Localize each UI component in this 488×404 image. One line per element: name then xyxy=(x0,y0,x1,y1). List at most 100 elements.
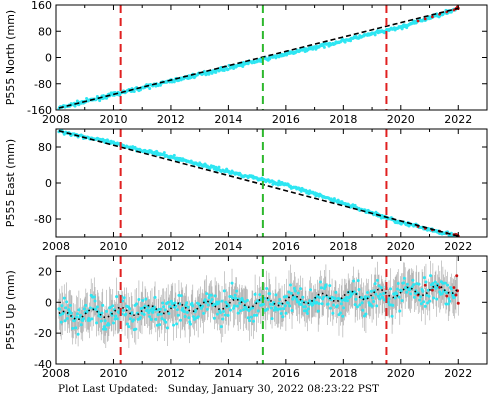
data-point xyxy=(108,305,112,309)
x-tick-label: 2016 xyxy=(272,113,300,126)
data-point xyxy=(435,297,439,301)
data-point xyxy=(441,281,445,285)
data-point xyxy=(191,304,195,308)
data-point xyxy=(395,287,399,291)
y-tick-label: -40 xyxy=(34,358,52,371)
data-point xyxy=(248,319,252,323)
data-point xyxy=(306,307,310,311)
data-point xyxy=(213,294,217,298)
data-point xyxy=(162,305,166,309)
data-point xyxy=(252,313,256,317)
data-point xyxy=(382,292,386,296)
data-point xyxy=(426,288,430,292)
plot-area xyxy=(57,5,460,110)
data-point xyxy=(173,301,177,305)
data-point xyxy=(449,287,453,291)
data-point xyxy=(88,318,92,322)
data-point xyxy=(322,45,326,49)
data-point xyxy=(143,304,147,308)
data-point xyxy=(358,303,362,307)
y-tick-label: 0 xyxy=(45,52,52,65)
data-point xyxy=(434,286,438,290)
data-point xyxy=(171,302,175,306)
data-point xyxy=(135,302,139,306)
data-point xyxy=(333,296,337,300)
data-point xyxy=(262,302,266,306)
data-point xyxy=(364,312,368,316)
data-point xyxy=(175,308,179,312)
data-point xyxy=(284,311,288,315)
data-point xyxy=(161,301,165,305)
data-point xyxy=(438,290,442,294)
recent-point xyxy=(423,17,427,21)
y-tick-label: 80 xyxy=(38,141,52,154)
y-tick-label: -160 xyxy=(27,104,52,117)
data-point xyxy=(419,295,423,299)
data-point xyxy=(353,303,357,307)
data-point xyxy=(258,293,262,297)
data-point xyxy=(232,306,236,310)
data-point xyxy=(221,317,225,321)
data-point xyxy=(283,304,287,308)
data-point xyxy=(285,295,289,299)
y-tick-label: 20 xyxy=(38,265,52,278)
data-point xyxy=(152,308,156,312)
data-point xyxy=(319,286,323,290)
data-point xyxy=(124,312,128,316)
data-point xyxy=(230,281,234,285)
data-point xyxy=(142,313,146,317)
data-point xyxy=(148,315,152,319)
model-line xyxy=(58,7,459,109)
recent-point xyxy=(455,274,459,278)
data-point xyxy=(425,293,429,297)
data-point xyxy=(122,296,126,300)
data-point xyxy=(141,299,145,303)
data-point xyxy=(148,86,152,90)
data-point xyxy=(322,43,326,47)
data-point xyxy=(289,291,293,295)
data-point xyxy=(282,295,286,299)
data-point xyxy=(371,296,375,300)
data-point xyxy=(178,318,182,322)
x-tick-label: 2010 xyxy=(99,113,127,126)
data-point xyxy=(339,302,343,306)
data-point xyxy=(62,296,66,300)
data-point xyxy=(238,309,242,313)
data-point xyxy=(162,151,166,155)
x-tick-label: 2018 xyxy=(329,113,357,126)
data-point xyxy=(390,314,394,318)
recent-point xyxy=(454,293,458,297)
data-point xyxy=(63,319,67,323)
data-point xyxy=(104,327,108,331)
recent-point xyxy=(445,294,449,298)
data-point xyxy=(339,311,343,315)
data-point xyxy=(214,303,218,307)
data-point xyxy=(68,303,72,307)
data-point xyxy=(365,291,369,295)
data-point xyxy=(444,302,448,306)
data-point xyxy=(391,303,395,307)
data-point xyxy=(296,291,300,295)
data-point xyxy=(159,312,163,316)
data-point xyxy=(139,307,143,311)
x-tick-label: 2010 xyxy=(99,367,127,380)
data-point xyxy=(245,307,249,311)
data-point xyxy=(215,312,219,316)
x-tick-label: 2012 xyxy=(157,240,185,253)
data-point xyxy=(359,296,363,300)
data-point xyxy=(372,299,376,303)
data-point xyxy=(246,316,250,320)
data-point xyxy=(427,294,431,298)
data-point xyxy=(395,292,399,296)
data-point xyxy=(206,303,210,307)
data-point xyxy=(115,317,119,321)
data-point xyxy=(156,313,160,317)
y-tick-label: 80 xyxy=(38,25,52,38)
data-point xyxy=(174,304,178,308)
north-panel: 2008 2010 2012 2014 2016 2018 2020 2022 -160 -80 0… xyxy=(4,0,488,126)
data-point xyxy=(90,317,94,321)
data-point xyxy=(291,297,295,301)
data-point xyxy=(234,296,238,300)
data-point xyxy=(410,285,414,289)
data-point xyxy=(289,283,293,287)
